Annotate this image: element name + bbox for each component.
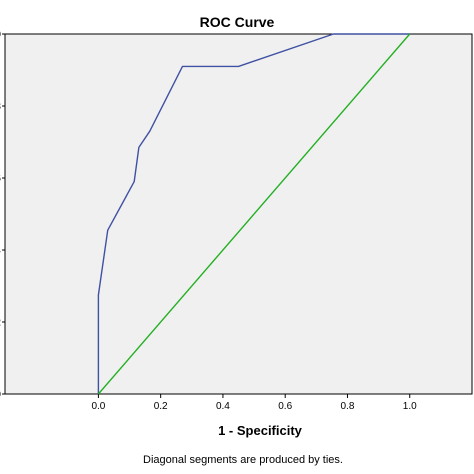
plot-area <box>4 33 473 395</box>
chart-footnote: Diagonal segments are produced by ties. <box>143 454 343 466</box>
chart-title: ROC Curve <box>200 14 275 30</box>
x-axis-ticks: 0.0 0.2 0.4 0.6 0.8 1.0 <box>91 394 417 412</box>
reference-diagonal-line <box>97 33 411 395</box>
y-tick-label: 0.2 <box>0 318 1 329</box>
x-tick-label: 0.2 <box>154 401 168 412</box>
x-tick-label: 0.6 <box>278 401 292 412</box>
y-tick-label: 0.6 <box>0 174 1 185</box>
x-tick-label: 1.0 <box>403 401 417 412</box>
y-tick-label: 0.8 <box>0 102 1 113</box>
y-tick-label: 1.0 <box>0 30 1 41</box>
x-tick-label: 0.4 <box>216 401 230 412</box>
x-tick-label: 0.0 <box>91 401 105 412</box>
x-axis-label: 1 - Specificity <box>218 423 303 438</box>
series-layer <box>97 33 411 395</box>
x-tick-label: 0.8 <box>341 401 355 412</box>
y-axis-ticks: 0.0 0.2 0.4 0.6 0.8 1.0 <box>0 30 5 401</box>
y-tick-label: 0.0 <box>0 390 1 401</box>
y-tick-label: 0.4 <box>0 246 1 257</box>
roc-curve-line <box>97 33 410 394</box>
